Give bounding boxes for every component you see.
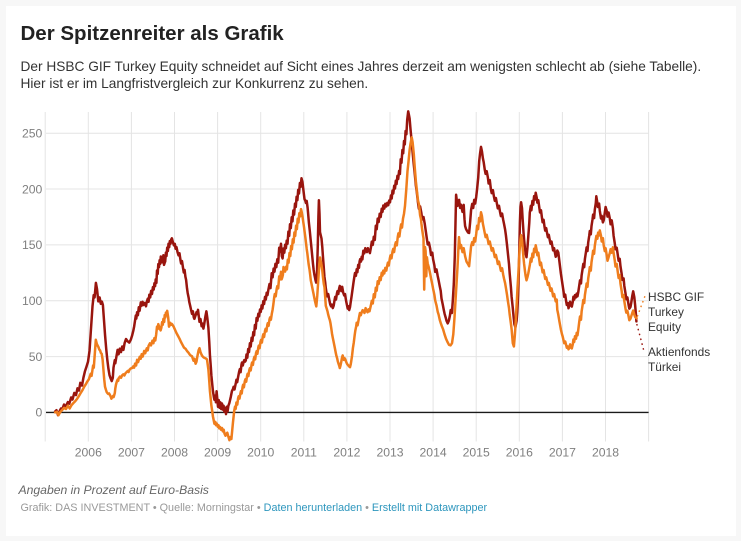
svg-text:2015: 2015 (463, 446, 490, 460)
svg-text:0: 0 (36, 406, 43, 420)
svg-text:2008: 2008 (161, 446, 188, 460)
svg-text:2011: 2011 (291, 446, 317, 460)
svg-text:2016: 2016 (506, 446, 533, 460)
svg-text:2012: 2012 (333, 446, 360, 460)
svg-text:2010: 2010 (247, 446, 274, 460)
svg-text:200: 200 (22, 182, 43, 196)
svg-text:50: 50 (29, 350, 43, 364)
svg-text:2013: 2013 (376, 446, 403, 460)
svg-text:2017: 2017 (549, 446, 576, 460)
svg-text:2014: 2014 (420, 446, 447, 460)
svg-text:2009: 2009 (204, 446, 231, 460)
svg-text:250: 250 (22, 127, 43, 141)
svg-text:2007: 2007 (118, 446, 145, 460)
svg-text:2006: 2006 (75, 446, 102, 460)
svg-text:2018: 2018 (592, 446, 619, 460)
svg-text:150: 150 (22, 238, 43, 252)
svg-text:100: 100 (22, 294, 43, 308)
